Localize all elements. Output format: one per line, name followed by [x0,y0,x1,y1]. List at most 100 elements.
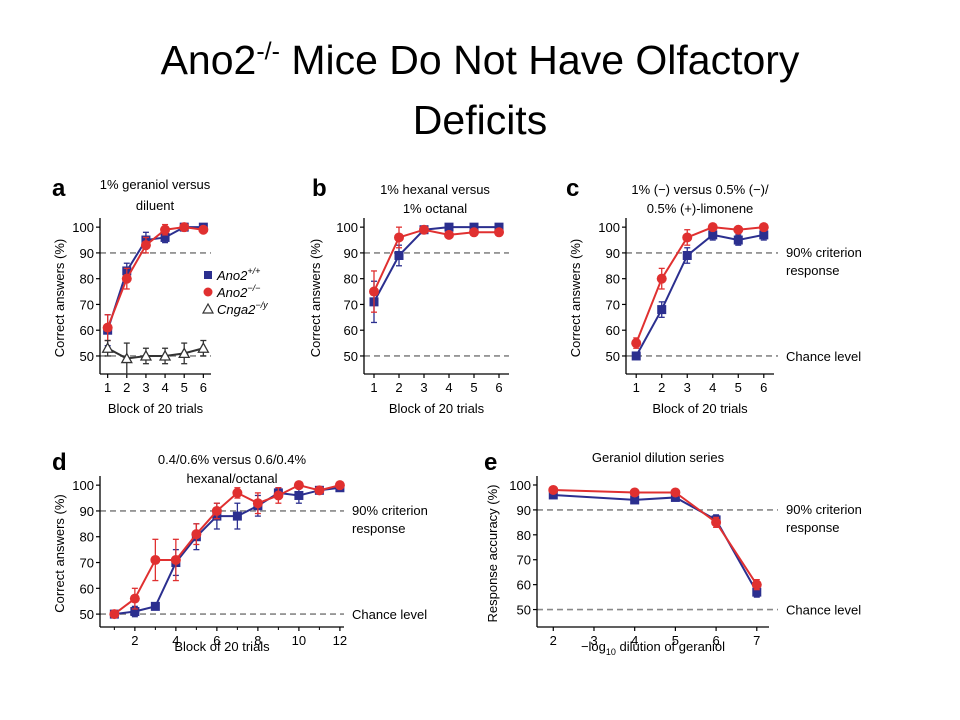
x-tick-label: 5 [672,633,679,648]
criterion-label: response [786,263,839,278]
x-tick-label: 4 [172,633,179,648]
x-tick-label: 6 [213,633,220,648]
series-Ano2−/− [369,224,504,313]
panel-letter: d [52,449,67,476]
data-point [160,232,170,242]
data-point [733,224,744,235]
x-axis-label: Block of 20 trials [174,639,270,654]
series-line [107,347,204,360]
legend-label: Cnga2−/y [217,300,268,317]
x-axis-label: Block of 20 trials [389,401,485,416]
data-point [629,487,640,498]
title-part2: Mice Do Not Have Olfactory [279,37,800,83]
data-point [631,338,642,349]
series-line [553,493,758,593]
series-line [113,484,341,615]
x-tick-label: 1 [104,380,111,395]
data-point [198,224,209,235]
criterion-label: 90% criterion [786,245,862,260]
y-tick-label: 90 [344,246,358,261]
series-Ano2−/− [109,480,345,620]
data-point [334,480,345,491]
x-tick-label: 5 [181,380,188,395]
x-tick-label: 6 [495,380,502,395]
x-tick-label: 1 [633,380,640,395]
x-tick-label: 7 [753,633,760,648]
x-tick-label: 4 [445,380,452,395]
panel-title-line: 1% hexanal versus [380,182,490,197]
data-point [494,222,504,232]
data-point [121,273,132,284]
panel-title-line: 1% geraniol versus [100,177,211,192]
data-point [469,227,479,238]
legend-label: Ano2+/+ [216,266,260,283]
x-tick-label: 4 [631,633,638,648]
criterion-label: 90% criterion [786,502,862,517]
data-point [197,341,210,353]
data-point [293,480,304,491]
data-point [369,286,379,297]
x-tick-label: 5 [470,380,477,395]
y-tick-label: 60 [80,323,94,338]
x-tick-label: 6 [712,633,719,648]
x-tick-label: 10 [292,633,306,648]
data-point [657,305,667,315]
x-tick-label: 1 [370,380,377,395]
legend-label: Ano2−/− [216,283,260,300]
panel-title-line: hexanal/octanal [186,471,277,486]
data-point [444,229,454,240]
y-tick-label: 80 [606,272,620,287]
data-point [631,351,641,361]
series-line [373,228,499,292]
x-tick-label: 5 [735,380,742,395]
y-tick-label: 90 [80,246,94,261]
x-tick-label: 3 [142,380,149,395]
x-tick-label: 3 [684,380,691,395]
y-axis-label: Correct answers (%) [52,239,67,357]
y-tick-label: 60 [344,323,358,338]
panel-e: e Geraniol dilution series 90% criterion re… [484,449,862,657]
data-point [759,230,769,240]
criterion-label: response [352,521,405,536]
data-point [101,341,114,353]
y-tick-label: 100 [598,220,620,235]
y-tick-label: 80 [80,530,94,545]
data-point [733,235,743,245]
y-tick-label: 100 [72,220,94,235]
panel-title-line: 1% octanal [403,201,467,216]
data-point [232,511,242,521]
x-tick-label: 6 [760,380,767,395]
title-superscript: -/- [256,37,280,66]
chance-label: Chance level [786,349,861,364]
data-point [130,607,140,617]
title-line2: Deficits [412,97,548,143]
x-tick-label: 3 [590,633,597,648]
data-point [548,484,559,495]
data-point [682,232,693,243]
data-point [232,487,243,498]
data-point [752,587,762,597]
y-tick-label: 50 [80,607,94,622]
data-point [494,227,504,238]
series-Ano2+/+ [103,222,208,347]
panel-b: b 1% hexanal versus 1% octanal 50 60 70 80 90 10… [308,175,509,416]
panel-title-line: 0.5% (+)-limonene [647,201,754,216]
panel-a: a 1% geraniol versus diluent 50 60 70 80 90 100 1… [52,175,268,416]
data-point [178,347,191,359]
y-tick-label: 100 [72,478,94,493]
x-tick-label: 8 [254,633,261,648]
y-tick-label: 60 [517,578,531,593]
y-tick-label: 50 [80,349,94,364]
x-tick-label: 3 [420,380,427,395]
data-point [670,487,681,498]
series-Ano2−/− [548,484,762,591]
series-Ano2−/− [102,222,209,342]
x-tick-label: 2 [123,380,130,395]
series-Ano2+/+ [631,229,769,361]
data-point [630,495,640,505]
panel-letter: a [52,175,66,202]
x-tick-label: 4 [161,380,168,395]
y-tick-label: 70 [606,297,620,312]
data-point [444,222,454,232]
